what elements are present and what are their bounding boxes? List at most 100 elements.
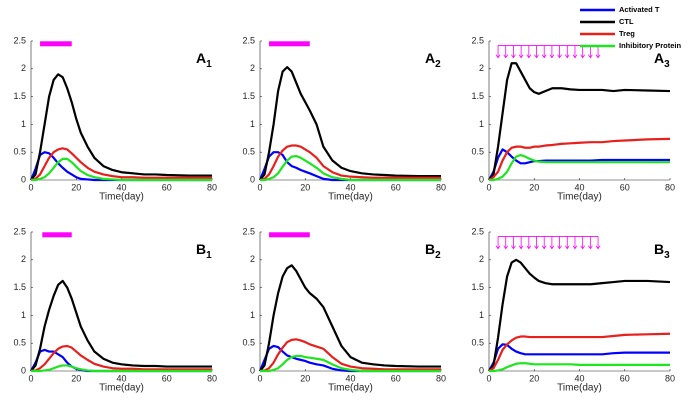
x-tick-label: 20 xyxy=(529,182,539,192)
panel-label-letter: B xyxy=(654,241,664,257)
y-tick-label: 0.5 xyxy=(242,338,255,348)
y-tick-label: 2.5 xyxy=(471,226,484,236)
y-tick-label: 0.5 xyxy=(242,147,255,157)
x-axis-label: Time(day) xyxy=(557,192,602,203)
treatment-bar xyxy=(40,41,72,47)
series-line xyxy=(489,362,670,373)
dose-arrow xyxy=(572,45,578,59)
y-tick-label: 0 xyxy=(479,174,484,184)
x-tick-label: 60 xyxy=(162,182,172,192)
y-tick-label: 2.5 xyxy=(13,35,26,45)
x-tick-label: 80 xyxy=(436,373,446,383)
y-tick-label: 2 xyxy=(21,63,26,73)
x-tick-label: 60 xyxy=(620,182,630,192)
series-line xyxy=(489,153,670,182)
series-line xyxy=(488,137,671,181)
series-line xyxy=(259,264,441,372)
x-tick-label: 80 xyxy=(207,182,217,192)
y-tick-label: 1 xyxy=(21,310,26,320)
panel-label: A2 xyxy=(425,50,441,70)
panel-label: B1 xyxy=(196,241,212,261)
y-tick-label: 1 xyxy=(250,310,255,320)
y-tick-label: 1.5 xyxy=(471,282,484,292)
y-tick-label: 2.5 xyxy=(242,35,255,45)
panel-label: A1 xyxy=(196,50,212,70)
dose-arrow xyxy=(572,236,578,250)
series-line xyxy=(260,154,441,182)
y-tick-label: 1.5 xyxy=(471,91,484,101)
panel-label-letter: B xyxy=(425,241,435,257)
y-tick-label: 2 xyxy=(479,254,484,264)
x-tick-label: 0 xyxy=(257,373,262,383)
series-line xyxy=(259,66,441,181)
dose-arrow xyxy=(503,45,509,59)
legend-label: Inhibitory Protein xyxy=(619,41,682,50)
dose-arrow xyxy=(495,45,501,59)
x-tick-label: 60 xyxy=(620,373,630,383)
dose-arrow xyxy=(588,236,593,250)
x-axis-label: Time(day) xyxy=(99,192,144,203)
dose-arrow xyxy=(518,45,524,59)
x-tick-label: 20 xyxy=(71,373,81,383)
series-line xyxy=(259,338,441,373)
series-line xyxy=(488,62,671,181)
y-tick-label: 0 xyxy=(21,365,26,375)
y-tick-label: 2 xyxy=(21,254,26,264)
y-tick-label: 2.5 xyxy=(242,226,255,236)
y-tick-label: 1 xyxy=(479,310,484,320)
y-tick-label: 0 xyxy=(250,365,255,375)
x-axis-label: Time(day) xyxy=(328,383,373,394)
y-tick-label: 1.5 xyxy=(242,91,255,101)
dose-arrow xyxy=(534,45,539,59)
treatment-bar xyxy=(269,232,310,238)
treatment-bar xyxy=(269,41,310,47)
dose-arrow xyxy=(588,45,593,59)
x-tick-label: 60 xyxy=(391,182,401,192)
dose-arrow xyxy=(557,236,562,250)
panel-label-sub: 2 xyxy=(435,250,441,261)
y-tick-label: 2.5 xyxy=(471,35,484,45)
dose-arrow xyxy=(495,236,501,250)
y-tick-label: 2 xyxy=(479,63,484,73)
x-tick-label: 40 xyxy=(345,182,355,192)
dose-arrow xyxy=(534,236,539,250)
x-tick-label: 0 xyxy=(486,182,491,192)
x-tick-label: 80 xyxy=(207,373,217,383)
dose-arrow xyxy=(580,45,585,59)
y-tick-label: 2 xyxy=(250,254,255,264)
y-tick-label: 0.5 xyxy=(471,147,484,157)
x-tick-label: 0 xyxy=(257,182,262,192)
series-line xyxy=(259,144,441,182)
legend-label: Activated T xyxy=(619,5,660,14)
treatment-bar xyxy=(42,232,72,238)
panel-label: B2 xyxy=(425,241,441,261)
x-tick-label: 40 xyxy=(574,182,584,192)
x-tick-label: 60 xyxy=(391,373,401,383)
y-tick-label: 0.5 xyxy=(13,338,26,348)
x-tick-label: 0 xyxy=(486,373,491,383)
panel-label-letter: A xyxy=(425,50,435,66)
series-line xyxy=(260,354,441,373)
x-tick-label: 40 xyxy=(345,373,355,383)
dose-arrow xyxy=(564,45,570,59)
y-tick-label: 1.5 xyxy=(13,282,26,292)
x-tick-label: 80 xyxy=(436,182,446,192)
y-tick-label: 0.5 xyxy=(13,147,26,157)
panel-label-letter: A xyxy=(196,50,206,66)
y-tick-label: 1 xyxy=(250,119,255,129)
series-line xyxy=(30,279,212,372)
panel-label: A3 xyxy=(654,50,670,70)
series-line xyxy=(488,332,671,372)
x-axis-label: Time(day) xyxy=(328,192,373,203)
x-tick-label: 20 xyxy=(71,182,81,192)
dose-arrow xyxy=(557,45,562,59)
dose-arrow xyxy=(564,236,570,250)
x-tick-label: 20 xyxy=(529,373,539,383)
series-line xyxy=(31,157,212,182)
y-tick-label: 2.5 xyxy=(13,226,26,236)
panel-label-letter: A xyxy=(654,50,664,66)
legend-label: Treg xyxy=(619,29,635,38)
dose-arrow xyxy=(503,236,509,250)
y-tick-label: 0.5 xyxy=(471,338,484,348)
